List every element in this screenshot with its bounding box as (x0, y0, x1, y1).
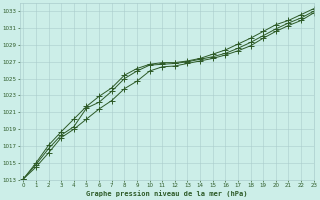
X-axis label: Graphe pression niveau de la mer (hPa): Graphe pression niveau de la mer (hPa) (86, 190, 247, 197)
